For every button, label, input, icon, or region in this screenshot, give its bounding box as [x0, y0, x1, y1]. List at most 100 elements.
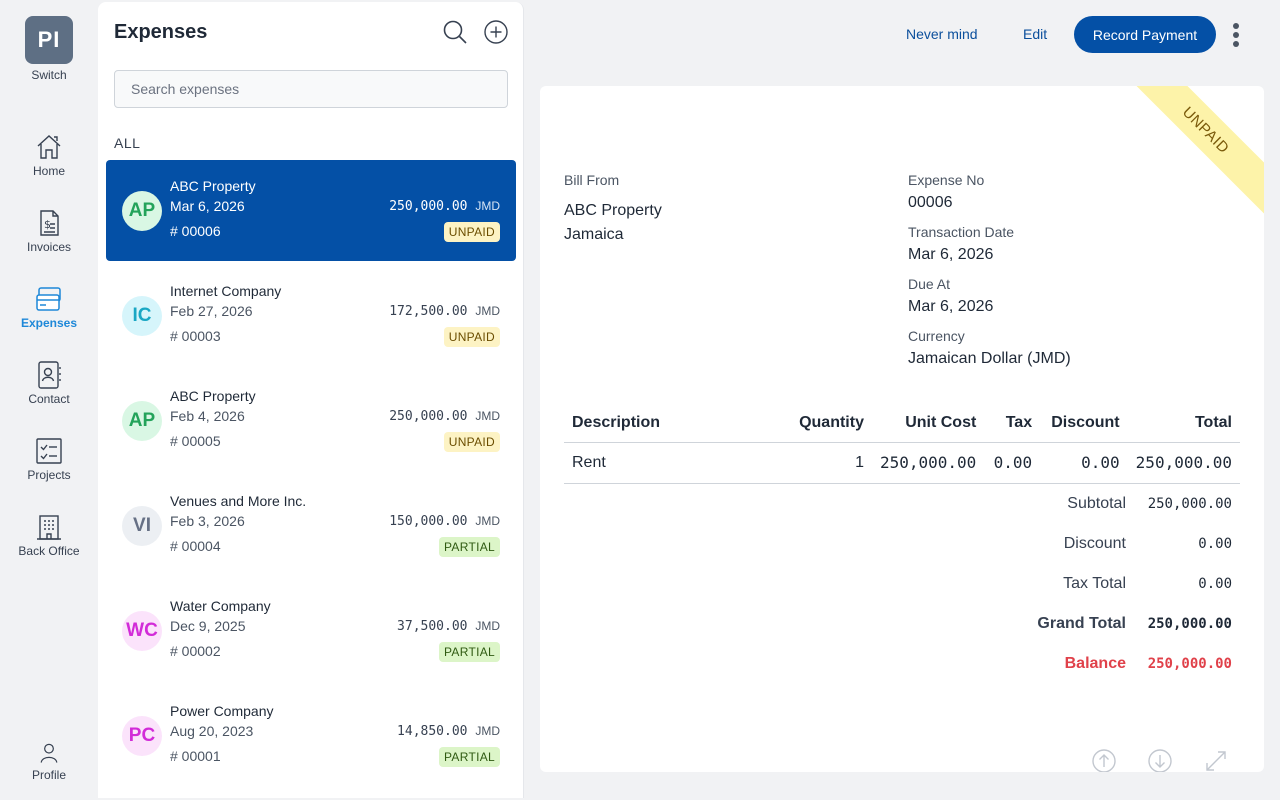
currency-value: Jamaican Dollar (JMD) [908, 350, 1071, 367]
amount-value: 37,500.00 [397, 619, 468, 634]
discount-label: Discount [1063, 535, 1126, 552]
expense-amount: 37,500.00 JMD [397, 619, 500, 634]
vendor-name: ABC Property [170, 178, 256, 194]
nav-item-projects[interactable]: Projects [0, 436, 98, 496]
nav-item-home[interactable]: Home [0, 132, 98, 192]
discount-value: 0.00 [1198, 536, 1232, 552]
nav-label-contact: Contact [28, 392, 70, 406]
page-title: Expenses [114, 21, 208, 43]
balance-label: Balance [1064, 655, 1126, 672]
nav-item-contact[interactable]: Contact [0, 360, 98, 420]
filter-label: ALL [114, 135, 141, 151]
transaction-date-value: Mar 6, 2026 [908, 246, 994, 263]
expense-number: # 00004 [170, 538, 221, 554]
more-options-icon[interactable] [1226, 20, 1246, 50]
nav-item-back-office[interactable]: Back Office [0, 512, 98, 572]
subtotal-label: Subtotal [1067, 495, 1126, 512]
expense-number: # 00003 [170, 328, 221, 344]
cell-description: Rent [564, 442, 780, 484]
nav-label-back-office: Back Office [18, 544, 80, 558]
currency-label: Currency [908, 328, 965, 344]
arrow-down-circle-icon[interactable] [1147, 748, 1173, 772]
nav-label-home: Home [32, 164, 65, 178]
cell-total: 250,000.00 [1127, 442, 1240, 484]
tax-total-value: 0.00 [1198, 576, 1232, 592]
currency-code: JMD [475, 199, 500, 213]
avatar: AP [122, 401, 162, 441]
credit-card-icon [36, 287, 61, 311]
switch-label: Switch [31, 68, 67, 82]
amount-value: 250,000.00 [389, 199, 468, 214]
list-item[interactable]: PC Power Company Aug 20, 2023 # 00001 14… [106, 685, 516, 786]
add-expense-icon[interactable] [483, 19, 509, 45]
profile-icon [40, 743, 58, 763]
building-icon [37, 515, 61, 540]
currency-code: JMD [475, 619, 500, 633]
expense-number: # 00005 [170, 433, 221, 449]
grand-total-label: Grand Total [1037, 615, 1126, 632]
expense-date: Mar 6, 2026 [170, 198, 245, 214]
svg-text:$: $ [44, 218, 51, 231]
org-switch-avatar[interactable]: PI [25, 16, 73, 64]
avatar: AP [122, 191, 162, 231]
avatar: PC [122, 716, 162, 756]
due-at-label: Due At [908, 276, 951, 292]
expense-number: # 00001 [170, 748, 221, 764]
list-item[interactable]: AP ABC Property Mar 6, 2026 # 00006 250,… [106, 160, 516, 261]
due-at-value: Mar 6, 2026 [908, 298, 994, 315]
search-input[interactable] [114, 70, 508, 108]
nav-item-expenses[interactable]: Expenses [0, 284, 98, 344]
vendor-name: Water Company [170, 598, 271, 614]
list-item[interactable]: WC Water Company Dec 9, 2025 # 00002 37,… [106, 580, 516, 681]
amount-value: 250,000.00 [389, 409, 468, 424]
expense-amount: 150,000.00 JMD [389, 514, 500, 529]
status-ribbon: UNPAID [1108, 86, 1264, 228]
status-badge: PARTIAL [438, 642, 500, 662]
status-badge: UNPAID [443, 327, 500, 347]
currency-code: JMD [475, 724, 500, 738]
edit-button[interactable]: Edit [1023, 26, 1048, 42]
expense-amount: 250,000.00 JMD [389, 199, 500, 214]
expand-icon[interactable] [1203, 748, 1229, 772]
status-badge: PARTIAL [438, 747, 500, 767]
vendor-name: Power Company [170, 703, 274, 719]
arrow-up-circle-icon[interactable] [1091, 748, 1117, 772]
expense-amount: 250,000.00 JMD [389, 409, 500, 424]
bill-from-country: Jamaica [564, 226, 624, 243]
record-payment-button[interactable]: Record Payment [1074, 16, 1216, 53]
list-item[interactable]: VI Venues and More Inc. Feb 3, 2026 # 00… [106, 475, 516, 576]
contact-book-icon [38, 361, 61, 389]
expense-date: Aug 20, 2023 [170, 723, 254, 739]
cell-unit-cost: 250,000.00 [871, 442, 985, 484]
nav-item-invoices[interactable]: $ Invoices [0, 208, 98, 268]
vendor-name: Internet Company [170, 283, 282, 299]
list-item[interactable]: AP ABC Property Feb 4, 2026 # 00005 250,… [106, 370, 516, 471]
expense-no-label: Expense No [908, 172, 985, 188]
col-description: Description [564, 404, 780, 443]
never-mind-button[interactable]: Never mind [906, 26, 978, 42]
col-quantity: Quantity [779, 404, 872, 443]
expense-date: Feb 27, 2026 [170, 303, 253, 319]
avatar: WC [122, 611, 162, 651]
avatar: VI [122, 506, 162, 546]
expense-document: UNPAID Bill From ABC Property Jamaica Ex… [540, 86, 1264, 772]
nav-label-profile: Profile [31, 768, 66, 782]
currency-code: JMD [475, 304, 500, 318]
col-discount: Discount [1040, 404, 1128, 443]
col-tax: Tax [984, 404, 1041, 443]
expense-amount: 172,500.00 JMD [389, 304, 500, 319]
nav-item-profile[interactable]: Profile [0, 740, 98, 800]
amount-value: 150,000.00 [389, 514, 468, 529]
grand-total-value: 250,000.00 [1147, 616, 1232, 632]
currency-code: JMD [475, 514, 500, 528]
checklist-icon [36, 438, 62, 464]
line-items-table: Description Quantity Unit Cost Tax Disco… [564, 404, 1240, 484]
vendor-name: ABC Property [170, 388, 256, 404]
avatar: IC [122, 296, 162, 336]
expense-no-value: 00006 [908, 194, 953, 211]
search-icon[interactable] [442, 19, 468, 45]
cell-discount: 0.00 [1040, 442, 1128, 484]
bill-from-label: Bill From [564, 172, 620, 188]
list-item[interactable]: IC Internet Company Feb 27, 2026 # 00003… [106, 265, 516, 366]
cell-quantity: 1 [779, 442, 872, 484]
